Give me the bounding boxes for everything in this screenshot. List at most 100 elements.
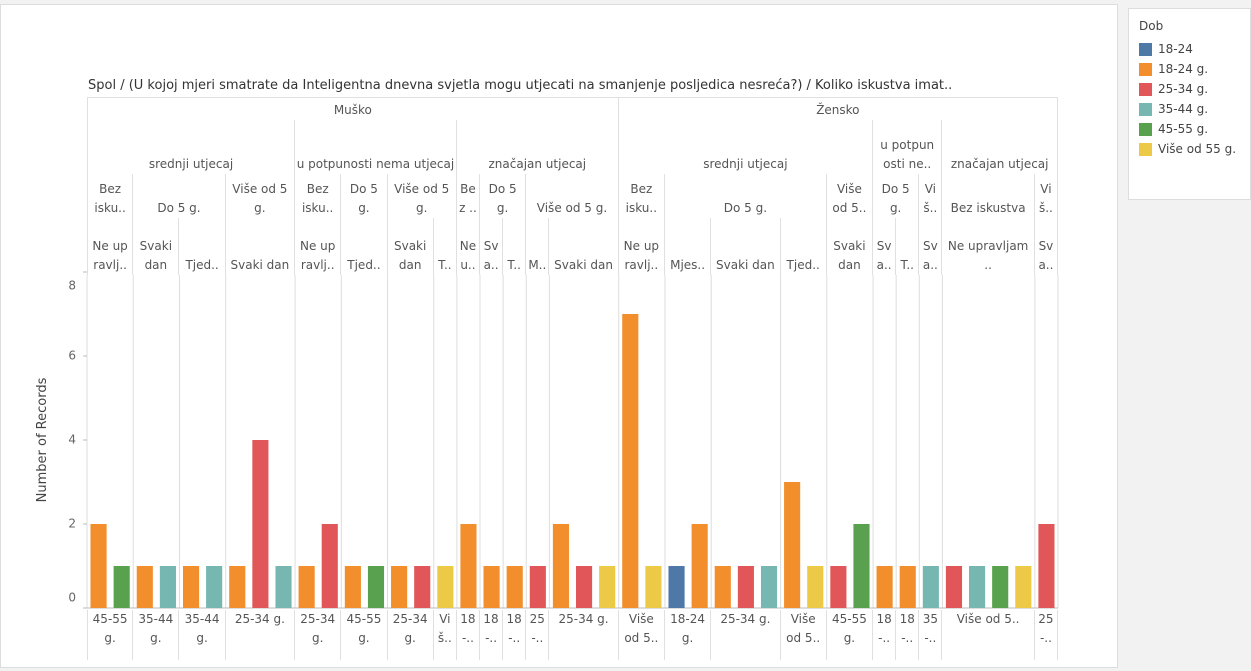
header-cell: Svaki dan — [827, 218, 874, 275]
bar — [275, 566, 292, 608]
x-tick-label: 18 -.. — [503, 610, 527, 660]
legend-title: Dob — [1139, 19, 1164, 33]
x-tick-label: 45-55 g. — [341, 610, 388, 660]
header-cell: Do 5 g. — [133, 174, 226, 218]
bar — [252, 440, 269, 608]
header-cell: Ne u.. — [457, 218, 480, 275]
x-tick-label: Više od 5.. — [781, 610, 827, 660]
x-tick-label: Više od 5.. — [942, 610, 1035, 660]
header-cell: T.. — [896, 218, 920, 275]
bar — [483, 566, 500, 608]
bar — [159, 566, 176, 608]
header-cell: Više od 5 g. — [388, 174, 457, 218]
x-tick-label: 18 -.. — [873, 610, 897, 660]
x-tick-label: 25-34 g. — [295, 610, 342, 660]
header-cell: Više od 5 g. — [526, 174, 619, 218]
x-tick-label: 25-34 g. — [711, 610, 781, 660]
header-cell: Bez isku.. — [619, 174, 665, 218]
header-cell: u potpunosti nema utjecaj — [295, 120, 457, 174]
legend-label: Više od 55 g. — [1158, 142, 1237, 156]
header-cell: Sv a.. — [873, 218, 897, 275]
legend-label: 18-24 — [1158, 42, 1193, 56]
bar — [298, 566, 315, 608]
bar — [760, 566, 778, 608]
header-cell: Svaki dan — [133, 218, 180, 275]
legend-swatch — [1139, 42, 1152, 56]
bar — [391, 566, 408, 608]
header-cell: Be z .. — [457, 174, 480, 218]
chart-title: Spol / (U kojoj mjeri smatrate da Inteli… — [88, 78, 953, 93]
header-cell: Ne up ravlj.. — [619, 218, 665, 275]
bar — [206, 566, 223, 608]
header-cell: srednji utjecaj — [619, 120, 874, 174]
bar — [668, 566, 685, 608]
bar — [784, 482, 801, 608]
y-tick-label: 2 — [68, 517, 76, 531]
x-tick-label: 25-34 g. — [226, 610, 296, 660]
header-cell: Svaki dan — [549, 218, 619, 275]
legend: Dob 18-24 18-24 g. 25-34 g. 35-44 g. 45-55 g.… — [1128, 8, 1251, 200]
header-cell: Više od 5.. — [827, 174, 874, 218]
legend-swatch — [1139, 82, 1152, 96]
bar — [321, 524, 338, 608]
header-cell: Bez isku.. — [87, 174, 134, 218]
bar — [344, 566, 361, 608]
x-tick-label: 25 -.. — [526, 610, 550, 660]
legend-swatch — [1139, 142, 1152, 156]
bar — [414, 566, 431, 608]
x-tick-label: 25-34 g. — [388, 610, 434, 660]
y-tick-label: 0 — [68, 591, 76, 605]
bar — [969, 566, 986, 608]
header-cell: Bez isku.. — [295, 174, 342, 218]
x-tick-label: 18 -.. — [896, 610, 920, 660]
bar — [830, 566, 847, 608]
legend-label: 35-44 g. — [1158, 102, 1209, 116]
bar — [437, 566, 454, 608]
bar — [182, 566, 200, 608]
header-cell: T.. — [503, 218, 527, 275]
header-cell: Ne upravljam .. — [942, 218, 1035, 275]
bar — [506, 566, 523, 608]
header-cell: Do 5 g. — [873, 174, 920, 218]
header-cell: Tjed.. — [341, 218, 388, 275]
legend-item: 35-44 g. — [1139, 99, 1250, 119]
bar — [460, 524, 477, 608]
legend-label: 18-24 g. — [1158, 62, 1209, 76]
header-cell: Tjed.. — [179, 218, 226, 275]
bar — [737, 566, 754, 608]
header-cell: Više od 5 g. — [226, 174, 296, 218]
header-cell: T.. — [434, 218, 457, 275]
bar — [622, 314, 639, 608]
x-tick-label: 18 -.. — [480, 610, 504, 660]
header-cell: Sv a.. — [919, 218, 943, 275]
bar — [899, 566, 916, 608]
x-tick-label: 35-44 g. — [133, 610, 180, 660]
legend-swatch — [1139, 122, 1152, 136]
bar — [113, 566, 130, 608]
bar — [992, 566, 1009, 608]
legend-swatch — [1139, 62, 1152, 76]
bar — [876, 566, 893, 608]
legend-item: Više od 55 g. — [1139, 139, 1250, 159]
header-cell: Svaki dan — [226, 218, 296, 275]
y-tick-label: 8 — [68, 279, 76, 293]
header-cell: Bez iskustva — [942, 174, 1035, 218]
header-cell: Muško — [87, 97, 619, 120]
x-tick-label: 35 -.. — [919, 610, 943, 660]
bar — [1038, 524, 1055, 608]
header-cell: Sv a.. — [480, 218, 504, 275]
header-cell: u potpun osti ne.. — [873, 120, 943, 174]
y-tick-label: 6 — [68, 349, 76, 363]
legend-swatch — [1139, 102, 1152, 116]
plot: Number of Records 0 2 4 6 8 — [35, 271, 1059, 609]
legend-item: 45-55 g. — [1139, 119, 1250, 139]
bar — [136, 566, 153, 608]
header-cell: Do 5 g. — [665, 174, 827, 218]
legend-label: 25-34 g. — [1158, 82, 1209, 96]
header-cell: Ne up ravlj.. — [87, 218, 134, 275]
bar — [529, 566, 546, 608]
x-tick-label: 45-55 g. — [87, 610, 134, 660]
x-tick-label: 45-55 g. — [827, 610, 874, 660]
legend-item: 18-24 — [1139, 39, 1250, 59]
bar — [599, 566, 616, 608]
